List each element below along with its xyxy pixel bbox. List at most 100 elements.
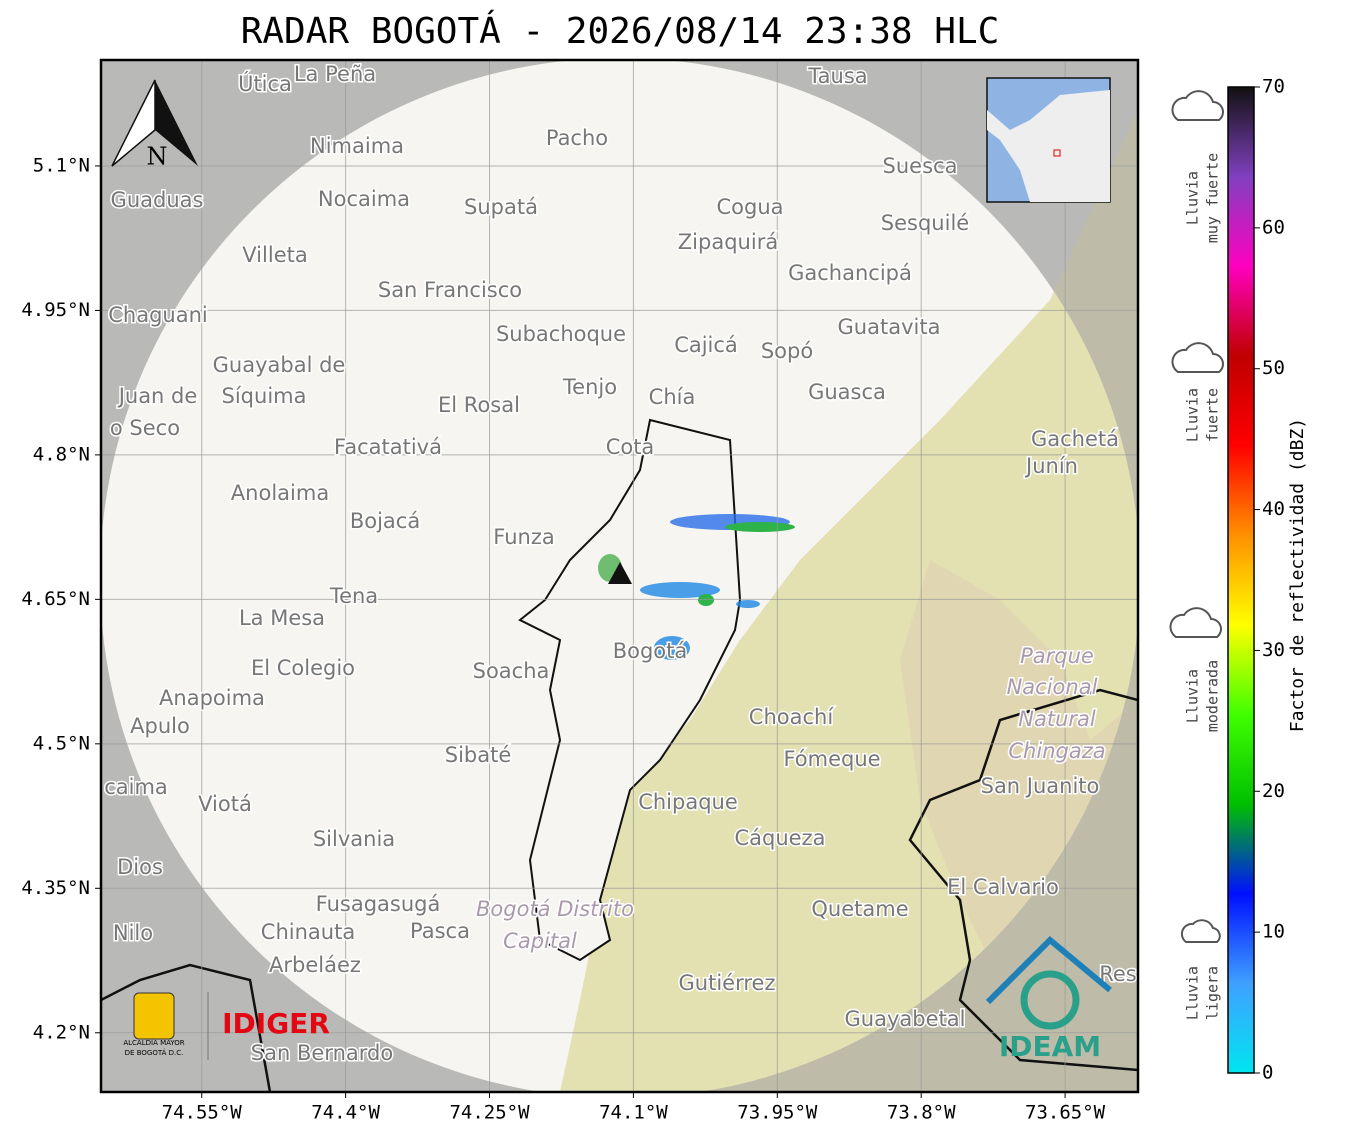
place-label: Guayabetal (845, 1007, 966, 1031)
y-tick-label: 4.95°N (21, 299, 90, 321)
radar-echoes (598, 514, 795, 660)
logo-alcaldia: ALCALDÍA MAYOR DE BOGOTÁ D.C. IDIGER (123, 992, 330, 1060)
echo (654, 636, 690, 660)
logo-text: IDEAM (999, 1030, 1101, 1063)
x-tick-label: 73.65°W (1025, 1102, 1106, 1124)
y-tick-label: 4.35°N (21, 877, 90, 899)
colorbar-scale (1227, 86, 1255, 1074)
colorbar-tick-label: 70 (1262, 76, 1285, 98)
colorbar-tick-label: 60 (1262, 216, 1285, 238)
logo-text: ALCALDÍA MAYOR (123, 1038, 184, 1047)
places: Útica La Peña Tausa Pacho Nimaima Suesca Guadu… (103, 61, 1138, 1067)
place-label: Nilo (113, 921, 153, 945)
rain-level-label: ligera (1204, 966, 1222, 1020)
place-label: Bogotá (613, 639, 688, 663)
place-label: Chinauta (261, 920, 355, 944)
colorbar: 0 10 20 30 40 50 60 70 Factor de reflectividad (… (1184, 76, 1309, 1084)
colorbar-tick-label: 0 (1262, 1062, 1273, 1084)
place-label: El Rosal (438, 393, 520, 417)
place-label: Chía (649, 385, 696, 409)
inset-land (987, 90, 1110, 202)
place-label: Anapoima (159, 686, 265, 710)
y-tick-label: 4.2°N (33, 1021, 90, 1043)
place-label: La Mesa (239, 606, 325, 630)
colorbar-tick-label: 30 (1262, 639, 1285, 661)
place-label: Subachoque (496, 322, 626, 346)
rain-level-label: muy fuerte (1204, 153, 1222, 243)
place-label: Nacional (1007, 675, 1098, 699)
rain-level-label: Lluvia (1184, 669, 1202, 723)
colorbar-tick-label: 40 (1262, 498, 1285, 520)
x-tick-label: 74.55°W (162, 1102, 243, 1124)
rain-level-label: Lluvia (1184, 388, 1202, 442)
rain-level-label: moderada (1204, 660, 1222, 732)
y-tick-label: 5.1°N (33, 154, 90, 176)
rain-level-label: Lluvia (1184, 171, 1202, 225)
colorbar-tick-label: 20 (1262, 780, 1285, 802)
place-label: Gachancipá (788, 261, 912, 285)
place-label: Chingaza (1008, 739, 1105, 763)
y-tick-label: 4.8°N (33, 443, 90, 465)
place-label: Gachetá (1031, 427, 1119, 451)
y-tick-label: 4.65°N (21, 588, 90, 610)
place-label: San Francisco (378, 278, 522, 302)
colorbar-label: Factor de reflectividad (dBZ) (1287, 418, 1308, 732)
place-label: Bogotá Distrito (476, 897, 634, 921)
place-label: Sesquilé (881, 211, 969, 235)
place-label: Suesca (883, 154, 958, 178)
place-label: Bojacá (350, 509, 420, 533)
echo (698, 594, 714, 606)
axes: 74.55°W 74.4°W 74.25°W 74.1°W 73.95°W 73.8°W 7… (21, 154, 1105, 1123)
bogota-district (518, 418, 742, 962)
place-label: Tena (329, 584, 378, 608)
place-label: Chipaque (638, 790, 738, 814)
place-label: Choachí (749, 705, 835, 729)
place-label: Quetame (811, 897, 908, 921)
north-arrow: N (111, 79, 198, 171)
map-frame (99, 58, 1140, 1094)
radar-site (608, 562, 632, 584)
place-label: Guatavita (838, 315, 941, 339)
x-tick-label: 74.4°W (311, 1102, 380, 1124)
map: Útica La Peña Tausa Pacho Nimaima Suesca Guadu… (101, 60, 1138, 1092)
place-label: Guayabal de (213, 353, 346, 377)
place-label: Cogua (716, 195, 783, 219)
place-label: San Juanito (981, 774, 1100, 798)
place-label: Natural (1018, 707, 1096, 731)
place-label: Pasca (410, 919, 470, 943)
place-label: Cáqueza (735, 826, 826, 850)
x-tick-label: 73.8°W (887, 1102, 956, 1124)
x-tick-label: 74.25°W (449, 1102, 530, 1124)
rain-level-label: fuerte (1204, 388, 1222, 442)
x-tick-label: 74.1°W (599, 1102, 668, 1124)
place-label: Supatá (464, 195, 538, 219)
place-label: Anolaima (231, 481, 329, 505)
logo-text: DE BOGOTÁ D.C. (125, 1048, 184, 1057)
place-label: Funza (493, 525, 554, 549)
boundary (101, 963, 272, 1092)
place-label: Gutiérrez (679, 971, 776, 995)
place-label: Apulo (130, 714, 190, 738)
boundary (908, 688, 1138, 1072)
place-label: Tausa (807, 64, 867, 88)
place-label: caima (104, 775, 168, 799)
place-label: Villeta (242, 243, 307, 267)
grid (101, 60, 1138, 1092)
place-label: Fómeque (783, 747, 880, 771)
place-label: Nimaima (310, 134, 404, 158)
place-label: Juan de (117, 384, 198, 408)
place-label: Chaguani (108, 303, 208, 327)
place-label: Nocaima (318, 187, 410, 211)
echo (736, 600, 760, 608)
place-label: La Peña (294, 62, 376, 86)
place-label: Cota (606, 435, 655, 459)
echo (640, 582, 720, 598)
inset-marker (1053, 149, 1061, 157)
place-label: Guaduas (111, 188, 204, 212)
logo-ideam: IDEAM (985, 935, 1112, 1063)
place-label: Síquima (222, 384, 307, 408)
place-label: Junín (1024, 454, 1078, 478)
echo (725, 522, 795, 532)
place-label: Viotá (198, 792, 252, 816)
